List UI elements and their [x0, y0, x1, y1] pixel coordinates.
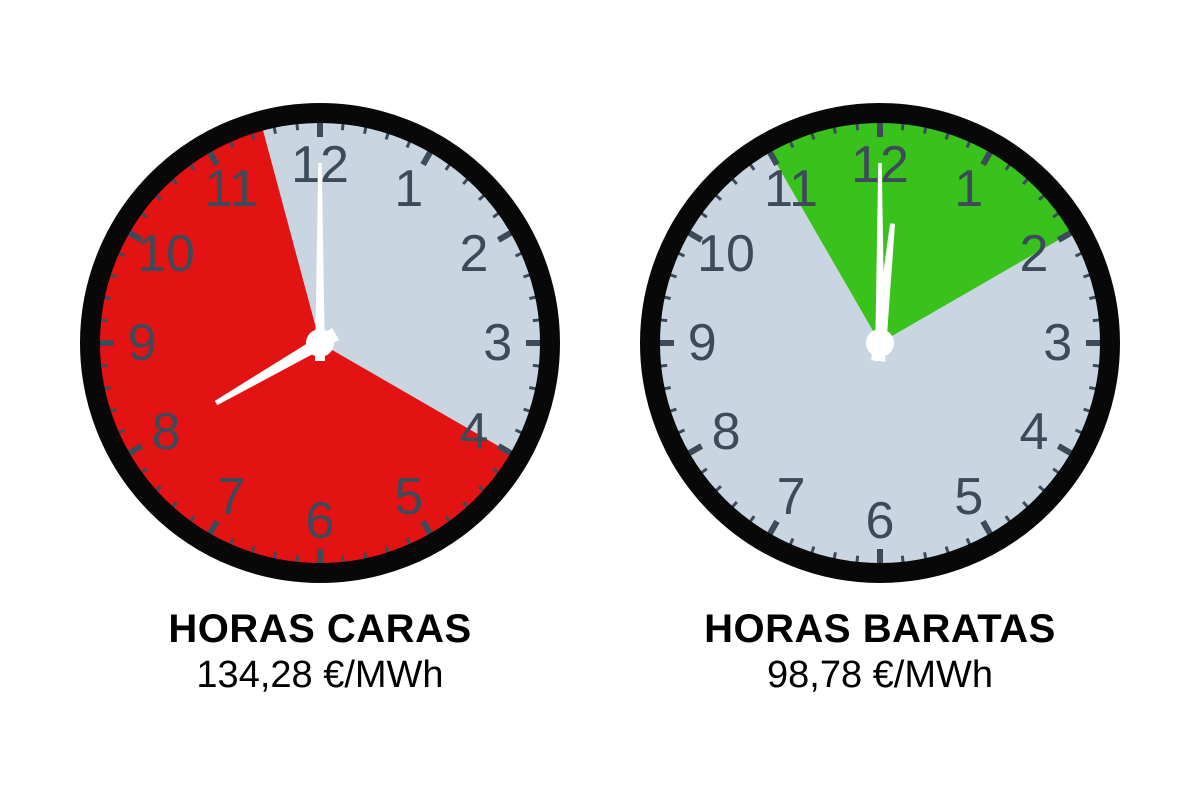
svg-text:10: 10	[697, 225, 755, 283]
svg-text:4: 4	[459, 403, 488, 461]
svg-text:3: 3	[483, 314, 512, 372]
svg-text:2: 2	[459, 225, 488, 283]
svg-text:11: 11	[764, 160, 818, 218]
expensive-hours-panel: 123456789101112 HORAS CARAS 134,28 €/MWh	[80, 103, 560, 697]
svg-text:7: 7	[777, 468, 806, 526]
svg-text:9: 9	[688, 314, 717, 372]
svg-text:5: 5	[394, 468, 423, 526]
svg-text:5: 5	[954, 468, 983, 526]
svg-text:1: 1	[954, 160, 983, 218]
svg-text:6: 6	[866, 492, 895, 550]
expensive-hours-caption: HORAS CARAS 134,28 €/MWh	[168, 607, 471, 697]
svg-text:9: 9	[128, 314, 157, 372]
svg-text:8: 8	[152, 403, 181, 461]
svg-text:1: 1	[394, 160, 423, 218]
expensive-hours-title: HORAS CARAS	[168, 607, 471, 652]
cheap-hours-caption: HORAS BARATAS 98,78 €/MWh	[704, 607, 1056, 697]
expensive-hours-price: 134,28 €/MWh	[168, 654, 471, 697]
cheap-hours-title: HORAS BARATAS	[704, 607, 1056, 652]
cheap-hours-panel: 123456789101112 HORAS BARATAS 98,78 €/MW…	[640, 103, 1120, 697]
svg-text:11: 11	[204, 160, 258, 218]
svg-text:7: 7	[217, 468, 246, 526]
svg-text:2: 2	[1019, 225, 1048, 283]
svg-text:4: 4	[1019, 403, 1048, 461]
expensive-hours-clock: 123456789101112	[80, 103, 560, 583]
svg-text:6: 6	[306, 492, 335, 550]
svg-text:8: 8	[712, 403, 741, 461]
cheap-hours-clock: 123456789101112	[640, 103, 1120, 583]
cheap-hours-price: 98,78 €/MWh	[704, 654, 1056, 697]
svg-text:10: 10	[137, 225, 195, 283]
svg-text:3: 3	[1043, 314, 1072, 372]
